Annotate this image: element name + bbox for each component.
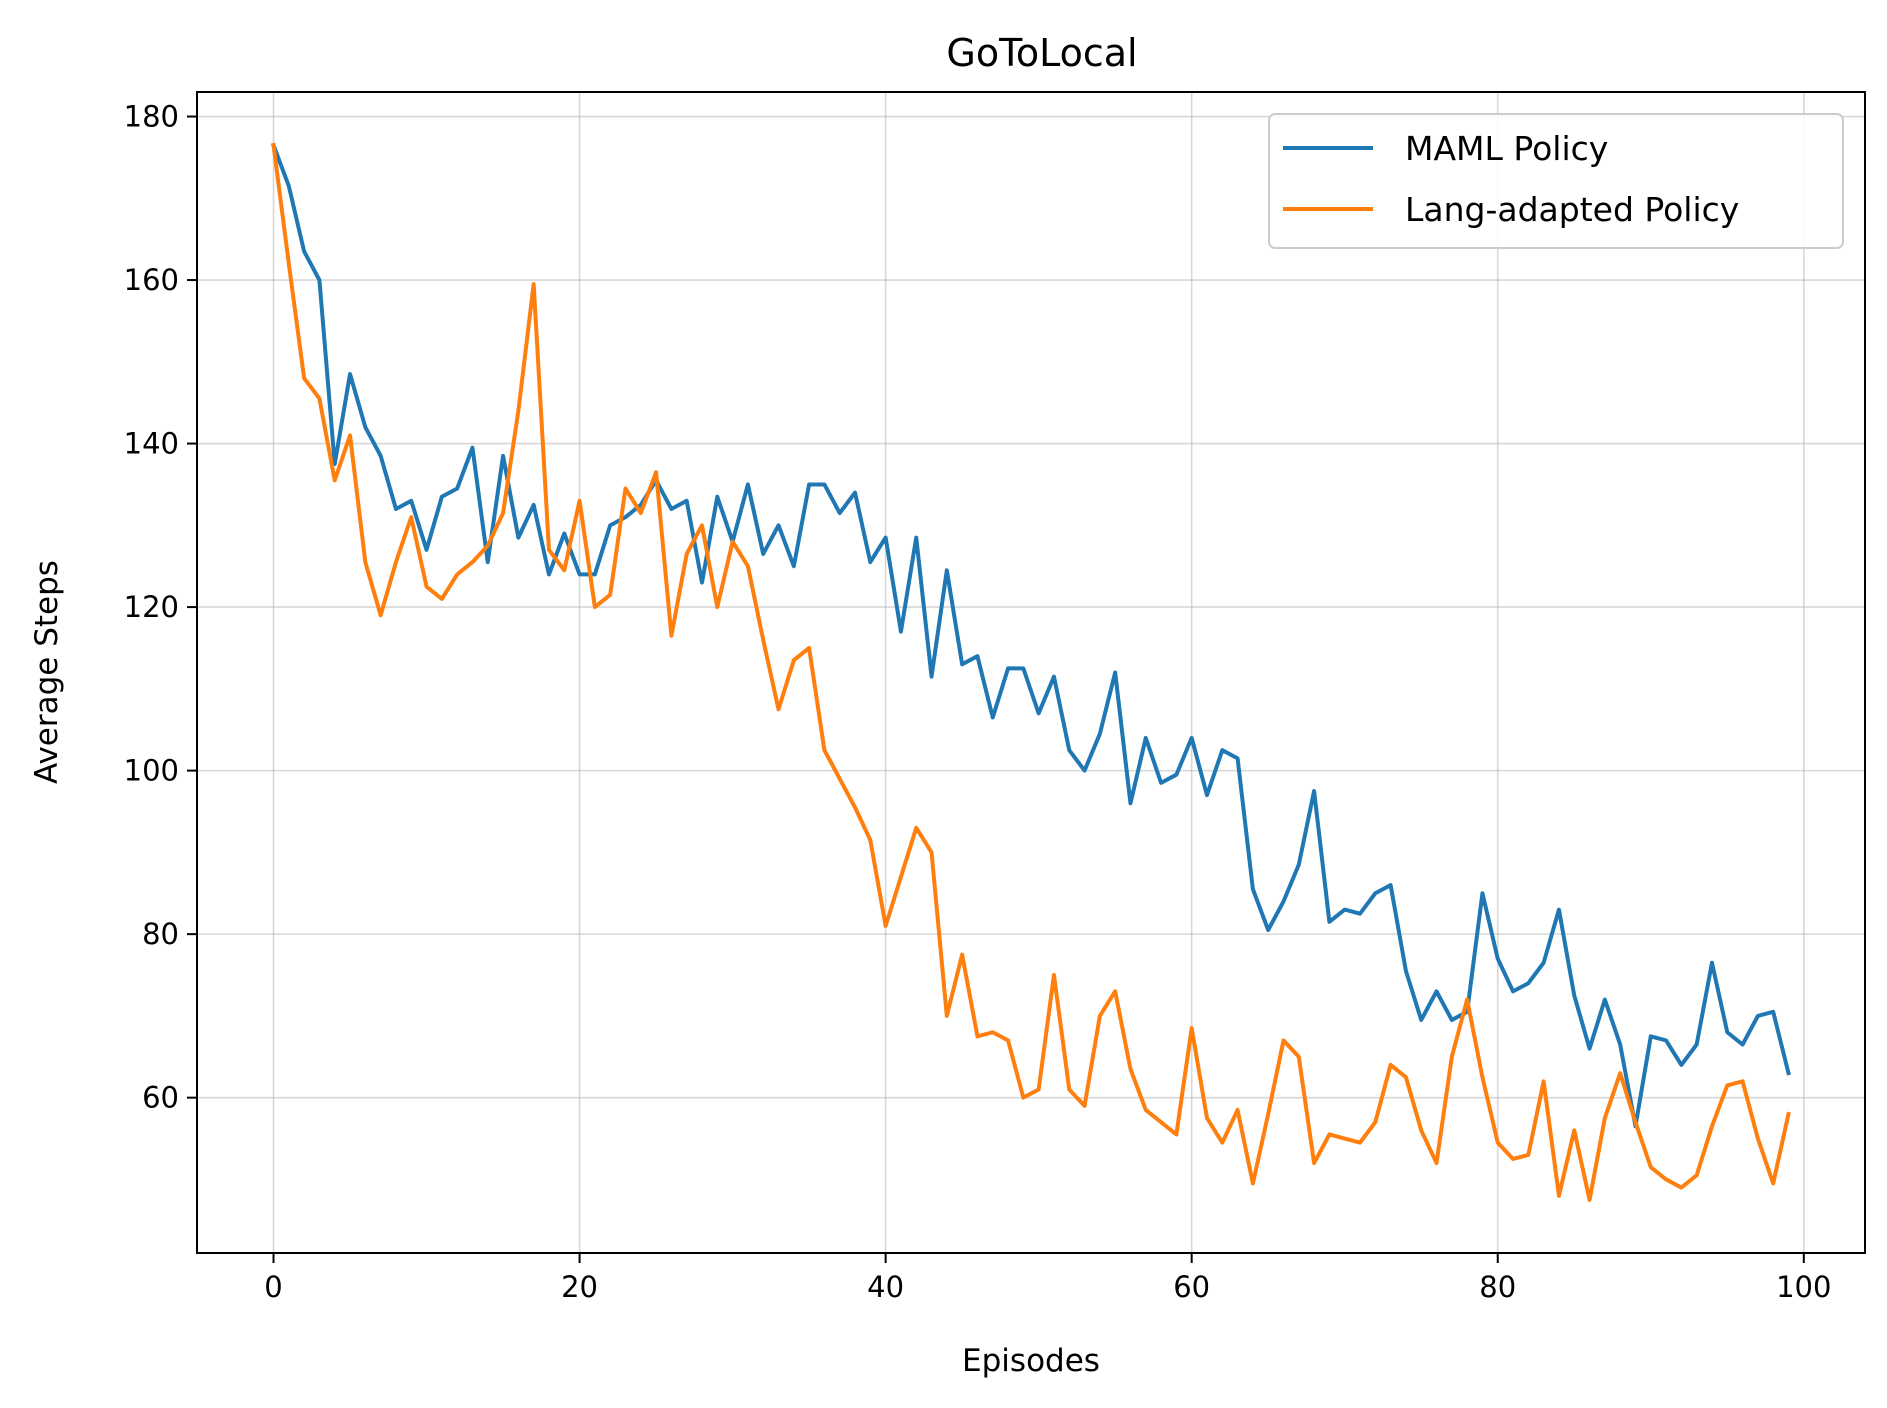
x-axis-label: Episodes — [962, 1343, 1100, 1379]
legend: MAML Policy Lang-adapted Policy — [1268, 113, 1844, 249]
x-tick-label: 0 — [264, 1270, 282, 1304]
x-tick-label: 20 — [561, 1270, 598, 1304]
series-line-lang-adapted-policy — [271, 142, 1791, 1202]
y-tick-label: 140 — [124, 427, 179, 461]
legend-label-lang-adapted-policy: Lang-adapted Policy — [1405, 190, 1739, 229]
plot-area-frame — [196, 91, 1866, 1254]
y-tick-label: 80 — [142, 917, 179, 951]
y-tick-label: 60 — [142, 1081, 179, 1115]
y-tick-label: 100 — [124, 754, 179, 788]
y-axis-ticks: 60 80 100 120 140 160 180 — [124, 100, 197, 1115]
y-axis-label: Average Steps — [29, 560, 65, 784]
grid-lines — [197, 92, 1865, 1253]
y-tick-label: 120 — [124, 590, 179, 624]
legend-label-maml-policy: MAML Policy — [1405, 129, 1608, 168]
y-tick-label: 160 — [124, 263, 179, 297]
y-tick-label: 180 — [124, 100, 179, 134]
x-tick-label: 80 — [1479, 1270, 1516, 1304]
series-line-maml-policy — [270, 142, 1791, 1129]
chart-title: GoToLocal — [946, 31, 1137, 75]
x-tick-label: 100 — [1776, 1270, 1831, 1304]
x-tick-label: 60 — [1173, 1270, 1210, 1304]
x-axis-ticks: 0 20 40 60 80 100 — [264, 1253, 1831, 1304]
series-lines — [270, 142, 1791, 1202]
legend-box — [1268, 113, 1844, 249]
x-tick-label: 40 — [867, 1270, 904, 1304]
